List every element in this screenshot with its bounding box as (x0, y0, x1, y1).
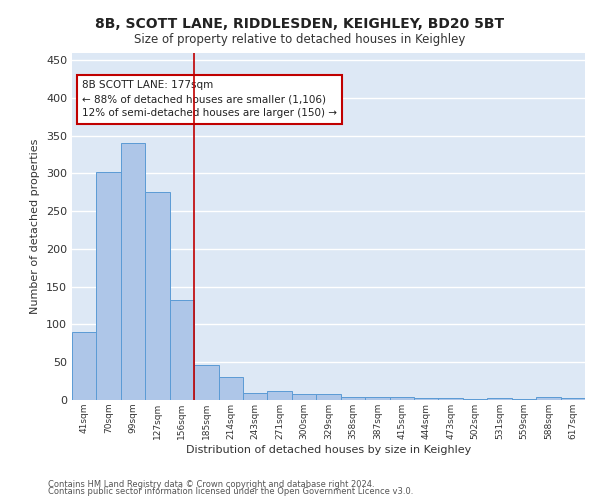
Bar (243, 393, 268, 400)
Bar (170, 300, 194, 400)
Bar (316, 394, 341, 400)
Text: Contains public sector information licensed under the Open Government Licence v3: Contains public sector information licen… (48, 487, 413, 496)
Y-axis label: Number of detached properties: Number of detached properties (31, 138, 40, 314)
Bar (365, 397, 389, 400)
Bar (218, 376, 243, 400)
Text: 8B SCOTT LANE: 177sqm
← 88% of detached houses are smaller (1,106)
12% of semi-d: 8B SCOTT LANE: 177sqm ← 88% of detached … (82, 80, 337, 118)
Text: Contains HM Land Registry data © Crown copyright and database right 2024.: Contains HM Land Registry data © Crown c… (48, 480, 374, 489)
Bar (292, 394, 316, 400)
Bar (487, 398, 512, 400)
X-axis label: Distribution of detached houses by size in Keighley: Distribution of detached houses by size … (186, 444, 471, 454)
Bar (536, 397, 560, 400)
Bar (145, 192, 170, 400)
Bar (194, 365, 218, 400)
Bar (439, 398, 463, 400)
Bar (121, 143, 145, 400)
Text: Size of property relative to detached houses in Keighley: Size of property relative to detached ho… (134, 32, 466, 46)
Bar (97, 172, 121, 400)
Bar (512, 399, 536, 400)
Bar (414, 398, 439, 400)
Bar (72, 332, 97, 400)
Bar (341, 397, 365, 400)
Text: 8B, SCOTT LANE, RIDDLESDEN, KEIGHLEY, BD20 5BT: 8B, SCOTT LANE, RIDDLESDEN, KEIGHLEY, BD… (95, 18, 505, 32)
Bar (268, 391, 292, 400)
Bar (560, 398, 585, 400)
Bar (389, 397, 414, 400)
Bar (463, 399, 487, 400)
